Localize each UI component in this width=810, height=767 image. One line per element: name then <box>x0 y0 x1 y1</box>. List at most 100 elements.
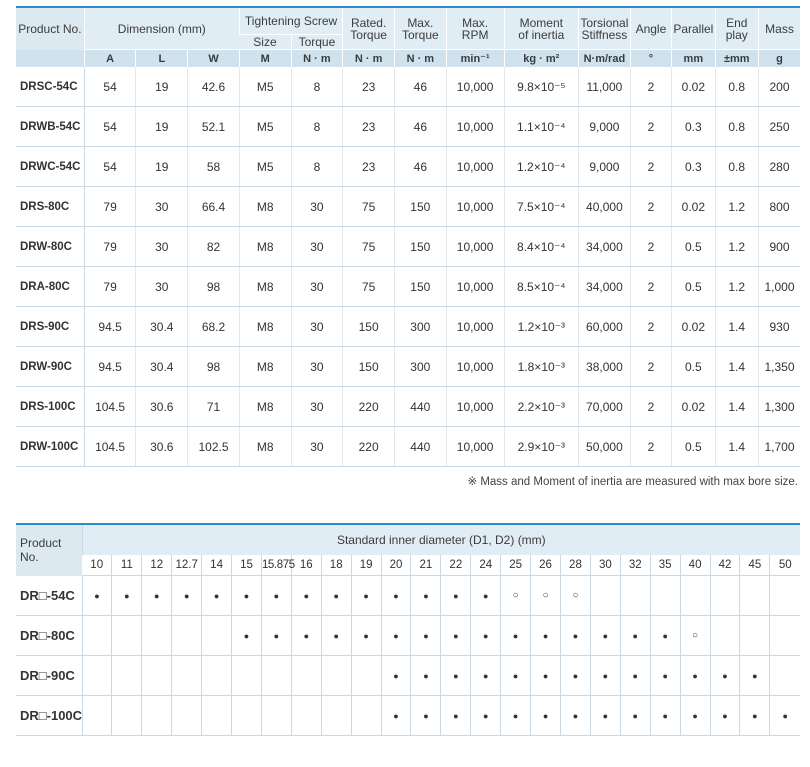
spec-cell-endplay: 1.2 <box>715 186 759 227</box>
spec-cell-angle: 2 <box>630 386 673 427</box>
empty-bore-cell <box>620 575 651 616</box>
spec-cell-w: 52.1 <box>187 106 240 147</box>
spec-cell-rated: 150 <box>342 306 395 347</box>
spec-cell-max: 46 <box>394 146 447 187</box>
spec-cell-l: 19 <box>135 146 189 187</box>
diameter-size-header: 50 <box>769 555 801 576</box>
standard-bore-mark: ● <box>500 655 532 696</box>
spec-cell-a: 79 <box>84 186 137 227</box>
spec-cell-endplay: 0.8 <box>715 67 759 107</box>
spec-cell-mass: 1,700 <box>758 426 800 467</box>
diameter-product-cell: DR□-100C <box>16 695 83 736</box>
spec-cell-inertia: 9.8×10⁻⁵ <box>504 67 580 107</box>
diameter-size-header: 11 <box>111 555 143 576</box>
diameter-row: DR□-100C ● ● ● ● ● ● ● ● ● ● ● ● ● ● <box>16 695 801 736</box>
diameter-size-header: 15.875 <box>261 555 295 576</box>
standard-bore-mark: ● <box>410 655 442 696</box>
diameter-size-header: 20 <box>381 555 412 576</box>
spec-cell-rated: 220 <box>342 426 395 467</box>
spec-row: DRW-90C 94.5 30.4 98 M8 30 150 300 10,000 1.8×10⁻… <box>16 346 800 387</box>
inner-diameter-table: Product No. Standard inner diameter (D1,… <box>16 523 801 736</box>
spec-cell-endplay: 1.4 <box>715 386 759 427</box>
spec-cell-screw-torque: 30 <box>291 226 344 267</box>
spec-cell-stiff: 9,000 <box>578 106 631 147</box>
header-dimension: Dimension (mm) <box>83 7 240 50</box>
standard-bore-mark: ● <box>321 615 352 656</box>
empty-bore-cell <box>261 695 292 736</box>
spec-cell-screw-torque: 8 <box>291 146 344 187</box>
diameter-size-header: 15 <box>231 555 262 576</box>
header-parallel: Parallel <box>671 7 716 50</box>
spec-cell-inertia: 8.5×10⁻⁴ <box>504 266 580 307</box>
standard-bore-mark: ● <box>710 695 741 736</box>
spec-cell-w: 82 <box>187 226 240 267</box>
spec-cell-mass: 1,350 <box>758 346 800 387</box>
spec-cell-parallel: 0.02 <box>671 67 716 107</box>
spec-cell-mass: 800 <box>758 186 800 227</box>
unit-max-torque: N · m <box>393 49 447 67</box>
empty-bore-cell <box>710 615 741 656</box>
standard-bore-mark: ● <box>410 615 442 656</box>
diameter-row: DR□-54C ● ● ● ● ● ● ● ● ● ● ● ● ● ● ○ ○ ○ <box>16 575 801 616</box>
empty-bore-cell <box>201 615 233 656</box>
spec-cell-m: M8 <box>239 186 292 227</box>
spec-cell-w: 68.2 <box>187 306 240 347</box>
diameter-product-cell: DR□-80C <box>16 615 83 656</box>
spec-cell-parallel: 0.5 <box>671 226 716 267</box>
spec-cell-l: 30 <box>135 226 189 267</box>
optional-bore-mark: ○ <box>500 575 532 616</box>
spec-cell-mass: 250 <box>758 106 800 147</box>
spec-cell-parallel: 0.3 <box>671 146 716 187</box>
empty-bore-cell <box>171 695 203 736</box>
standard-bore-mark: ● <box>710 655 741 696</box>
spec-cell-endplay: 1.4 <box>715 346 759 387</box>
header-screw-size: Size <box>239 34 292 50</box>
diameter-size-header: 30 <box>590 555 621 576</box>
empty-bore-cell <box>769 575 801 616</box>
diameter-size-header: 24 <box>470 555 502 576</box>
standard-bore-mark: ● <box>470 655 502 696</box>
standard-bore-mark: ● <box>440 615 472 656</box>
spec-cell-screw-torque: 8 <box>291 67 344 107</box>
product-number-cell: DRSC-54C <box>16 67 85 107</box>
empty-bore-cell <box>351 695 382 736</box>
spec-cell-parallel: 0.5 <box>671 346 716 387</box>
standard-bore-mark: ● <box>739 655 771 696</box>
unit-a: A <box>83 49 136 67</box>
diameter-size-header: 32 <box>620 555 651 576</box>
spec-cell-angle: 2 <box>630 426 673 467</box>
standard-bore-mark: ● <box>470 615 502 656</box>
diameter-product-cell: DR□-54C <box>16 575 83 616</box>
standard-bore-mark: ● <box>440 655 472 696</box>
spec-cell-screw-torque: 30 <box>291 306 344 347</box>
optional-bore-mark: ○ <box>530 575 561 616</box>
spec-cell-inertia: 1.2×10⁻³ <box>504 306 580 347</box>
unit-inertia: kg · m² <box>503 49 579 67</box>
standard-bore-mark: ● <box>440 575 472 616</box>
standard-bore-mark: ● <box>201 575 233 616</box>
standard-bore-mark: ● <box>261 575 292 616</box>
spec-cell-endplay: 1.2 <box>715 266 759 307</box>
diameter-size-header: 35 <box>650 555 681 576</box>
spec-cell-stiff: 34,000 <box>578 226 631 267</box>
spec-row: DRS-100C 104.5 30.6 71 M8 30 220 440 10,000 2.2×1… <box>16 386 800 427</box>
empty-bore-cell <box>111 695 143 736</box>
spec-cell-angle: 2 <box>630 346 673 387</box>
spec-cell-w: 102.5 <box>187 426 240 467</box>
spec-row: DRWC-54C 54 19 58 M5 8 23 46 10,000 1.2×10⁻⁴ 9,000… <box>16 146 800 187</box>
spec-cell-inertia: 1.2×10⁻⁴ <box>504 146 580 187</box>
empty-bore-cell <box>171 655 203 696</box>
spec-cell-w: 71 <box>187 386 240 427</box>
spec-cell-rated: 23 <box>342 146 395 187</box>
diameter-size-header: 12.7 <box>171 555 203 576</box>
spec-cell-parallel: 0.02 <box>671 306 716 347</box>
standard-bore-mark: ● <box>141 575 173 616</box>
spec-row: DRWB-54C 54 19 52.1 M5 8 23 46 10,000 1.1×10⁻⁴ 9,0… <box>16 106 800 147</box>
spec-cell-max: 300 <box>394 306 447 347</box>
empty-bore-cell <box>141 615 173 656</box>
optional-bore-mark: ○ <box>560 575 591 616</box>
spec-cell-a: 79 <box>84 226 137 267</box>
spec-cell-stiff: 34,000 <box>578 266 631 307</box>
spec-row: DRS-90C 94.5 30.4 68.2 M8 30 150 300 10,000 1.2×1… <box>16 306 800 347</box>
standard-bore-mark: ● <box>470 695 502 736</box>
